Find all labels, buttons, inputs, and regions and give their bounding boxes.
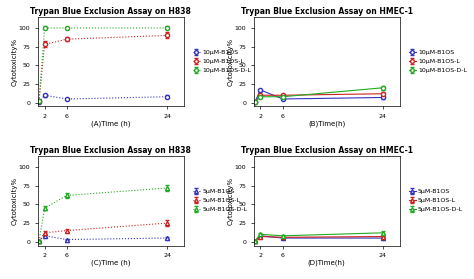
Legend: 5μM-B1OS, 5uM-B1OS-L, 5uM-B1OS-D-L: 5μM-B1OS, 5uM-B1OS-L, 5uM-B1OS-D-L xyxy=(192,188,248,213)
Title: Trypan Blue Exclusion Assay on H838: Trypan Blue Exclusion Assay on H838 xyxy=(30,7,191,16)
Y-axis label: Cytotoxicity%: Cytotoxicity% xyxy=(11,177,17,225)
Title: Trypan Blue Exclusion Assay on H838: Trypan Blue Exclusion Assay on H838 xyxy=(30,146,191,155)
Legend: 5μM-B1OS, 5μM-B1OS-L, 5μM-B1OS-D-L: 5μM-B1OS, 5μM-B1OS-L, 5μM-B1OS-D-L xyxy=(408,188,464,213)
Y-axis label: Cytotoxicity%: Cytotoxicity% xyxy=(227,177,233,225)
X-axis label: (B)Time(h): (B)Time(h) xyxy=(308,121,346,127)
Legend: 10μM-B1OS, 10μM-B1OS-L, 10μM-B1OS-D-L: 10μM-B1OS, 10μM-B1OS-L, 10μM-B1OS-D-L xyxy=(408,49,467,74)
X-axis label: (A)Time (h): (A)Time (h) xyxy=(91,121,131,127)
Title: Trypan Blue Exclusion Assay on HMEC-1: Trypan Blue Exclusion Assay on HMEC-1 xyxy=(241,7,413,16)
Y-axis label: Cytotoxicity%: Cytotoxicity% xyxy=(11,38,17,86)
Y-axis label: Cytotoxicity%: Cytotoxicity% xyxy=(227,38,233,86)
X-axis label: (C)Time (h): (C)Time (h) xyxy=(91,259,131,266)
Legend: 10μM-B1OS, 10μM-B1OS-L, 10μM-B1OS-D-L: 10μM-B1OS, 10μM-B1OS-L, 10μM-B1OS-D-L xyxy=(192,49,252,74)
Title: Trypan Blue Exclusion Assay on HMEC-1: Trypan Blue Exclusion Assay on HMEC-1 xyxy=(241,146,413,155)
X-axis label: (D)Time(h): (D)Time(h) xyxy=(308,259,346,266)
